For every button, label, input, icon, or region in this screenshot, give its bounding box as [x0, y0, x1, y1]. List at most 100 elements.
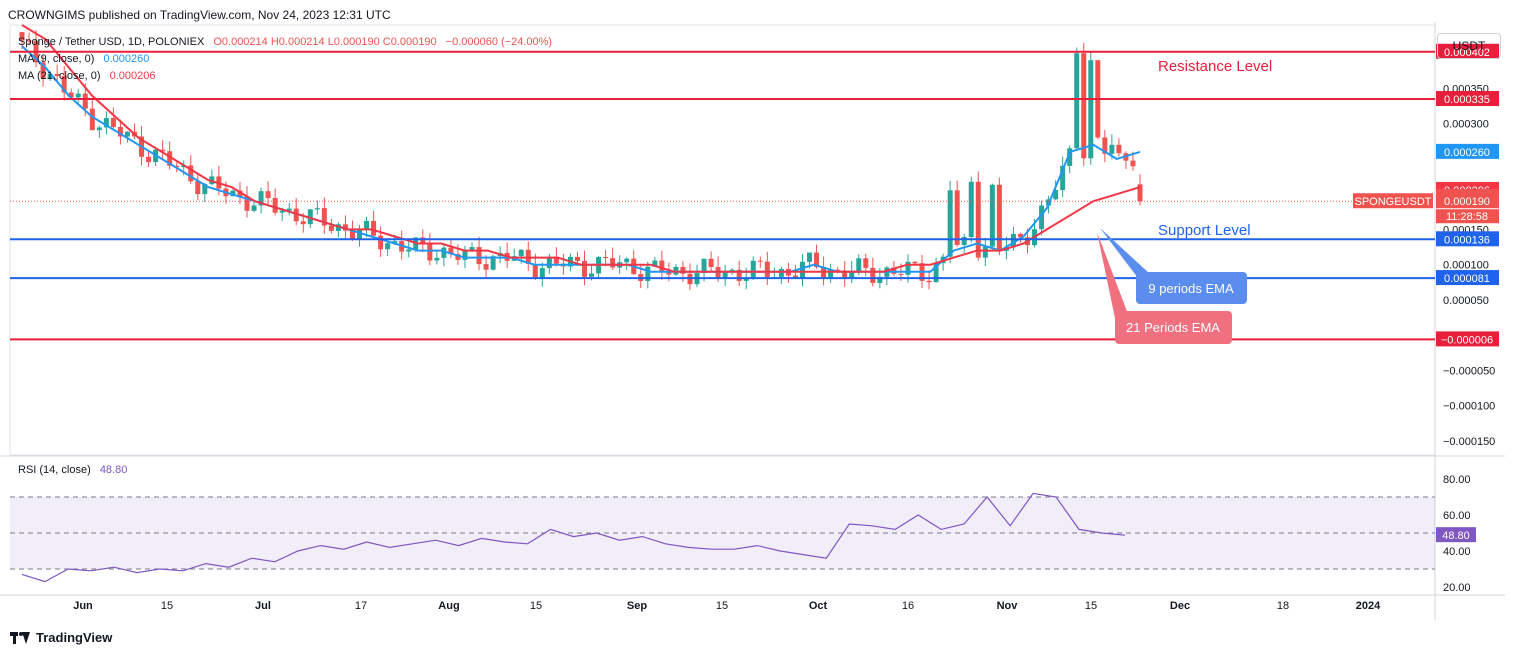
candle-body [378, 235, 384, 250]
ma9-value: 0.000260 [103, 53, 150, 65]
candle-body [898, 273, 904, 275]
y-tick-label: −0.000050 [1443, 365, 1495, 377]
level-tag [1436, 331, 1499, 347]
footer-brand[interactable]: TradingView [10, 630, 112, 645]
candle-body [469, 247, 475, 250]
y-tick-label: 0.000100 [1443, 260, 1489, 272]
candle-body [300, 221, 306, 225]
candle-body [448, 247, 454, 255]
x-tick-label: 2024 [1356, 600, 1381, 612]
candle-body [279, 210, 285, 213]
candle-body [532, 263, 538, 279]
candle-body [729, 269, 735, 272]
candle-body [195, 181, 201, 195]
candle-body [1081, 53, 1087, 159]
ema21-callout [1115, 311, 1232, 344]
symbol-tag-label: SPONGEUSDT [1354, 196, 1431, 208]
candle-body [476, 247, 482, 265]
candle-body [659, 260, 665, 273]
candle-body [314, 208, 320, 210]
candle-body [912, 261, 918, 264]
support-annotation: Support Level [1158, 222, 1251, 239]
x-tick-label: 15 [1085, 600, 1097, 612]
candle-body [230, 190, 236, 197]
candle-body [124, 131, 130, 137]
candle-body [321, 208, 327, 226]
candle-body [434, 257, 440, 261]
currency-button[interactable]: USDT [1437, 33, 1501, 59]
candle-body [1010, 233, 1016, 248]
candle-body [427, 243, 433, 261]
ema9-callout-pointer [1100, 228, 1150, 278]
candle-body [265, 191, 271, 199]
candle-body [799, 261, 805, 279]
candle-body [349, 230, 355, 240]
candle-body [146, 156, 152, 163]
candle-body [574, 256, 580, 261]
ohlc-values: O0.000214 H0.000214 L0.000190 C0.000190 [213, 36, 437, 48]
x-tick-label: Dec [1170, 600, 1190, 612]
candle-body [968, 181, 974, 237]
candle-body [68, 92, 74, 98]
countdown-tag [1436, 209, 1499, 224]
ma21-legend[interactable]: MA (21, close, 0) 0.000206 [18, 70, 156, 82]
candle-body [335, 224, 341, 231]
candle-body [385, 243, 391, 250]
candle-body [701, 258, 707, 274]
candle-body [160, 149, 166, 152]
ma9-legend[interactable]: MA (9, close, 0) 0.000260 [18, 53, 149, 65]
candle-body [666, 272, 672, 275]
candle-body [406, 249, 412, 252]
ma21-line [21, 24, 1141, 273]
rsi-legend: RSI (14, close) 48.80 [18, 464, 127, 476]
candle-body [546, 256, 552, 269]
candle-body [117, 126, 123, 137]
candle-body [905, 261, 911, 275]
candle-body [539, 268, 545, 279]
candle-body [954, 190, 960, 245]
candle-body [202, 184, 208, 195]
candle-body [174, 165, 180, 168]
candle-body [624, 258, 630, 263]
rsi-value-tag [1436, 527, 1476, 543]
level-tag-label: 0.000402 [1444, 47, 1490, 59]
resistance-annotation: Resistance Level [1158, 58, 1272, 75]
candle-body [188, 165, 194, 182]
candle-body [54, 74, 60, 77]
ma9-label: MA (9, close, 0) [18, 53, 95, 65]
rsi-tick-label: 40.00 [1443, 546, 1471, 558]
candle-body [1067, 148, 1073, 166]
candle-body [722, 271, 728, 278]
candle-body [933, 263, 939, 283]
candle-body [103, 118, 109, 128]
candle-body [582, 260, 588, 277]
candle-body [1109, 144, 1115, 154]
ema9-callout [1136, 272, 1247, 304]
level-tag-label: −0.000006 [1441, 334, 1493, 346]
candle-body [1017, 233, 1023, 238]
x-tick-label: Nov [997, 600, 1019, 612]
candle-body [926, 280, 932, 283]
candle-body [47, 74, 53, 79]
candle-body [996, 184, 1002, 251]
rsi-tick-label: 20.00 [1443, 582, 1471, 594]
candle-body [258, 191, 264, 206]
ema21-callout-pointer [1097, 232, 1128, 318]
x-tick-label: Aug [438, 600, 459, 612]
candle-body [342, 224, 348, 231]
candle-body [1053, 190, 1059, 200]
candle-body [652, 260, 658, 267]
candle-body [792, 275, 798, 279]
level-tag-label: 0.000136 [1444, 234, 1490, 246]
x-tick-label: 15 [161, 600, 173, 612]
candle-body [328, 225, 334, 231]
candle-body [26, 40, 32, 42]
candle-body [947, 190, 953, 257]
candle-body [680, 266, 686, 274]
candle-body [40, 62, 46, 79]
candle-body [441, 247, 447, 258]
tradingview-logo-icon [10, 631, 30, 644]
candle-body [589, 273, 595, 277]
candle-body [610, 258, 616, 268]
